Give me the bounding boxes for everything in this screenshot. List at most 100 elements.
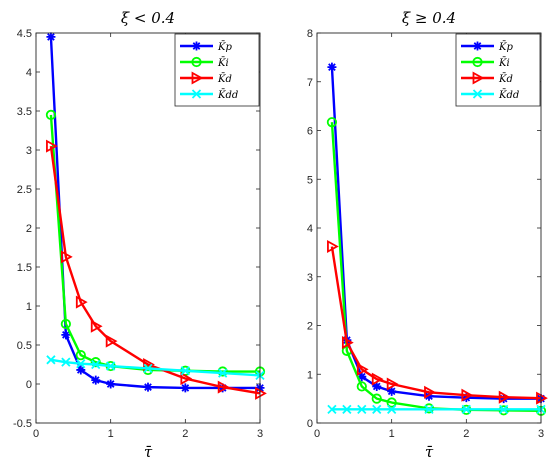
data-point <box>60 250 73 264</box>
y-tick-label: 4 <box>26 67 32 79</box>
x-tick-label: 3 <box>257 428 263 440</box>
legend-marker <box>191 71 204 85</box>
data-point <box>90 357 101 368</box>
legend-marker <box>191 89 202 99</box>
data-point <box>75 350 86 361</box>
legend-label: K̄i <box>498 57 510 69</box>
data-point <box>387 386 397 396</box>
series-line <box>330 246 542 400</box>
y-tick-label: -0.5 <box>13 418 32 430</box>
legend-marker <box>473 41 482 51</box>
y-tick-label: 2.5 <box>17 184 32 196</box>
legend-entry: K̄i <box>461 56 510 69</box>
y-tick-label: 4.5 <box>17 28 32 40</box>
data-point <box>105 334 118 348</box>
data-point <box>75 295 88 309</box>
data-point <box>372 404 382 414</box>
data-point <box>357 372 367 382</box>
y-tick-label: 2 <box>307 321 313 333</box>
data-point <box>180 383 190 393</box>
data-point <box>255 386 267 400</box>
y-tick-label: 2 <box>26 223 32 235</box>
data-point <box>106 361 116 371</box>
data-point <box>218 368 228 378</box>
chart-title: ξ < 0.4 <box>121 9 175 27</box>
data-point <box>342 404 352 414</box>
y-tick-label: 1.5 <box>17 262 32 274</box>
x-tick-label: 3 <box>538 428 544 440</box>
data-point <box>356 381 367 392</box>
data-point <box>371 393 382 404</box>
data-point <box>499 394 509 404</box>
data-point <box>357 404 367 414</box>
x-tick-label: 0 <box>314 428 320 440</box>
data-point <box>424 391 434 401</box>
data-point <box>461 388 474 402</box>
legend-marker <box>472 56 483 68</box>
data-point <box>327 239 339 254</box>
data-point <box>424 404 434 414</box>
series-line <box>49 145 261 395</box>
y-tick-label: 1 <box>26 301 32 313</box>
y-tick-label: 3 <box>26 145 32 157</box>
data-point <box>106 379 116 389</box>
data-point <box>386 397 397 408</box>
y-tick-label: 8 <box>307 28 313 40</box>
data-point <box>46 139 58 153</box>
legend-label: K̄p <box>498 41 513 53</box>
data-point <box>60 318 71 330</box>
data-point <box>327 404 337 414</box>
legend-marker <box>472 71 485 85</box>
y-tick-label: 4 <box>307 223 313 235</box>
series-2 <box>46 139 267 400</box>
legend-entry: K̄d <box>461 71 513 85</box>
series-3 <box>327 404 546 414</box>
legend-marker <box>192 41 201 51</box>
legend-entry: K̄p <box>461 41 513 53</box>
data-point <box>217 366 228 377</box>
data-point <box>143 382 153 392</box>
legend-entry: K̄i <box>180 56 229 69</box>
data-point <box>341 336 354 350</box>
data-point <box>46 32 56 42</box>
y-tick-label: 1 <box>307 369 313 381</box>
data-point <box>386 377 399 391</box>
data-point <box>76 359 86 369</box>
x-tick-label: 1 <box>108 428 114 440</box>
y-tick-label: 0 <box>307 418 313 430</box>
x-axis-label: τ̄ <box>425 443 434 461</box>
y-tick-label: 0.5 <box>17 340 32 352</box>
legend-entry: K̄dd <box>461 89 519 101</box>
y-tick-label: 3 <box>307 272 313 284</box>
legend-label: K̄dd <box>217 89 238 101</box>
x-tick-label: 0 <box>33 428 39 440</box>
legend-entry: K̄dd <box>180 89 238 101</box>
data-point <box>91 375 101 385</box>
data-point <box>45 109 57 121</box>
y-tick-label: 3.5 <box>17 106 32 118</box>
y-tick-label: 7 <box>307 77 313 89</box>
data-point <box>91 359 101 370</box>
data-point <box>499 404 509 414</box>
x-axis-label: τ̄ <box>144 443 153 461</box>
legend-label: K̄d <box>498 73 513 85</box>
data-point <box>61 330 71 340</box>
x-tick-label: 1 <box>389 428 395 440</box>
legend-label: K̄dd <box>498 89 519 101</box>
data-point <box>387 404 397 414</box>
y-tick-label: 0 <box>26 379 32 391</box>
data-point <box>76 365 86 375</box>
axes-frame <box>35 32 261 424</box>
x-tick-label: 2 <box>182 428 188 440</box>
legend: K̄p K̄i K̄d K̄dd <box>174 33 260 107</box>
chart-panel-right: 0 1 2 3 4 5 6 7 8 0 1 2 3 ξ ≥ 0.4 τ̄ K̄p K̄i K̄d K̄dd <box>307 9 548 461</box>
axes-frame <box>316 32 542 424</box>
data-point <box>180 366 190 376</box>
data-point <box>424 385 436 399</box>
data-point <box>217 380 230 394</box>
legend-label: K̄p <box>217 41 232 53</box>
series-2 <box>327 239 548 405</box>
data-point <box>61 357 71 367</box>
legend-marker <box>191 56 202 68</box>
x-tick-label: 2 <box>463 428 469 440</box>
